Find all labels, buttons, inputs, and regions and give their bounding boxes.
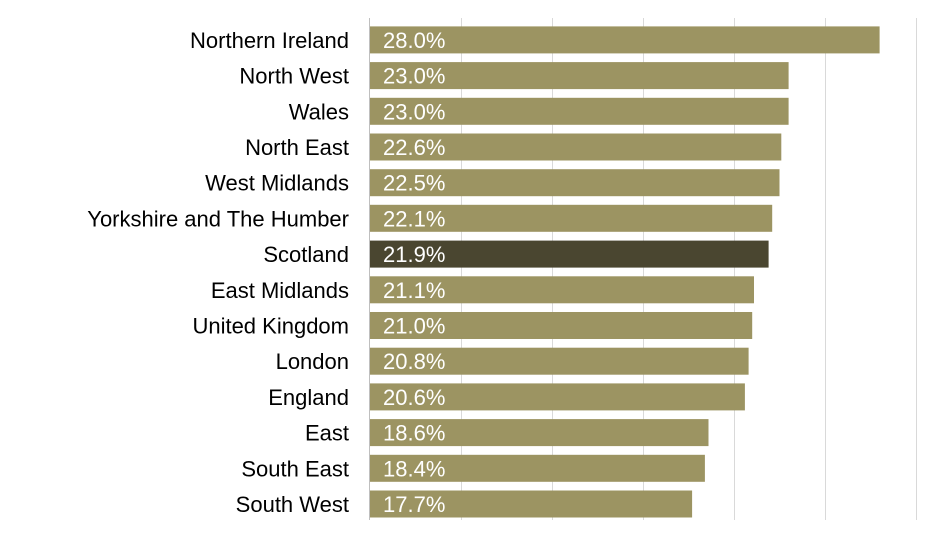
value-label: 20.6% xyxy=(383,385,445,410)
category-label: Wales xyxy=(289,99,349,124)
bar xyxy=(370,26,880,54)
category-label: United Kingdom xyxy=(192,314,349,339)
value-label: 21.0% xyxy=(383,314,445,339)
category-label: Scotland xyxy=(263,242,349,267)
category-label: London xyxy=(276,349,349,374)
value-label: 28.0% xyxy=(383,28,445,53)
bar xyxy=(370,383,745,411)
bar xyxy=(370,454,705,482)
category-label: England xyxy=(268,385,349,410)
value-label: 18.6% xyxy=(383,421,445,446)
category-label: Northern Ireland xyxy=(190,28,349,53)
value-label: 17.7% xyxy=(383,492,445,517)
bar xyxy=(370,169,780,197)
bar xyxy=(370,204,773,232)
value-label: 21.9% xyxy=(383,242,445,267)
category-label: North West xyxy=(239,64,349,89)
bar xyxy=(370,240,769,268)
value-label: 22.6% xyxy=(383,135,445,160)
value-label: 23.0% xyxy=(383,64,445,89)
category-label: South East xyxy=(241,456,349,481)
category-label: East Midlands xyxy=(211,278,349,303)
bar xyxy=(370,419,709,447)
category-label: North East xyxy=(245,135,349,160)
category-label: South West xyxy=(236,492,349,517)
value-label: 18.4% xyxy=(383,456,445,481)
bar xyxy=(370,490,693,518)
value-label: 21.1% xyxy=(383,278,445,303)
category-label: Yorkshire and The Humber xyxy=(87,206,349,231)
bar xyxy=(370,97,789,125)
value-label: 23.0% xyxy=(383,99,445,124)
bar xyxy=(370,62,789,90)
value-label: 22.1% xyxy=(383,206,445,231)
category-label: East xyxy=(305,421,349,446)
category-label: West Midlands xyxy=(205,171,349,196)
category-labels: Northern Ireland North West Wales North Eas… xyxy=(87,28,349,517)
value-label: 22.5% xyxy=(383,171,445,196)
value-label: 20.8% xyxy=(383,349,445,374)
bar xyxy=(370,133,782,161)
bars xyxy=(370,26,880,518)
bar xyxy=(370,347,749,375)
bar xyxy=(370,276,754,304)
bar xyxy=(370,312,753,339)
value-labels: 28.0% 23.0% 23.0% 22.6% 22.5% 22.1% 21.9% 21.1%… xyxy=(383,28,445,517)
